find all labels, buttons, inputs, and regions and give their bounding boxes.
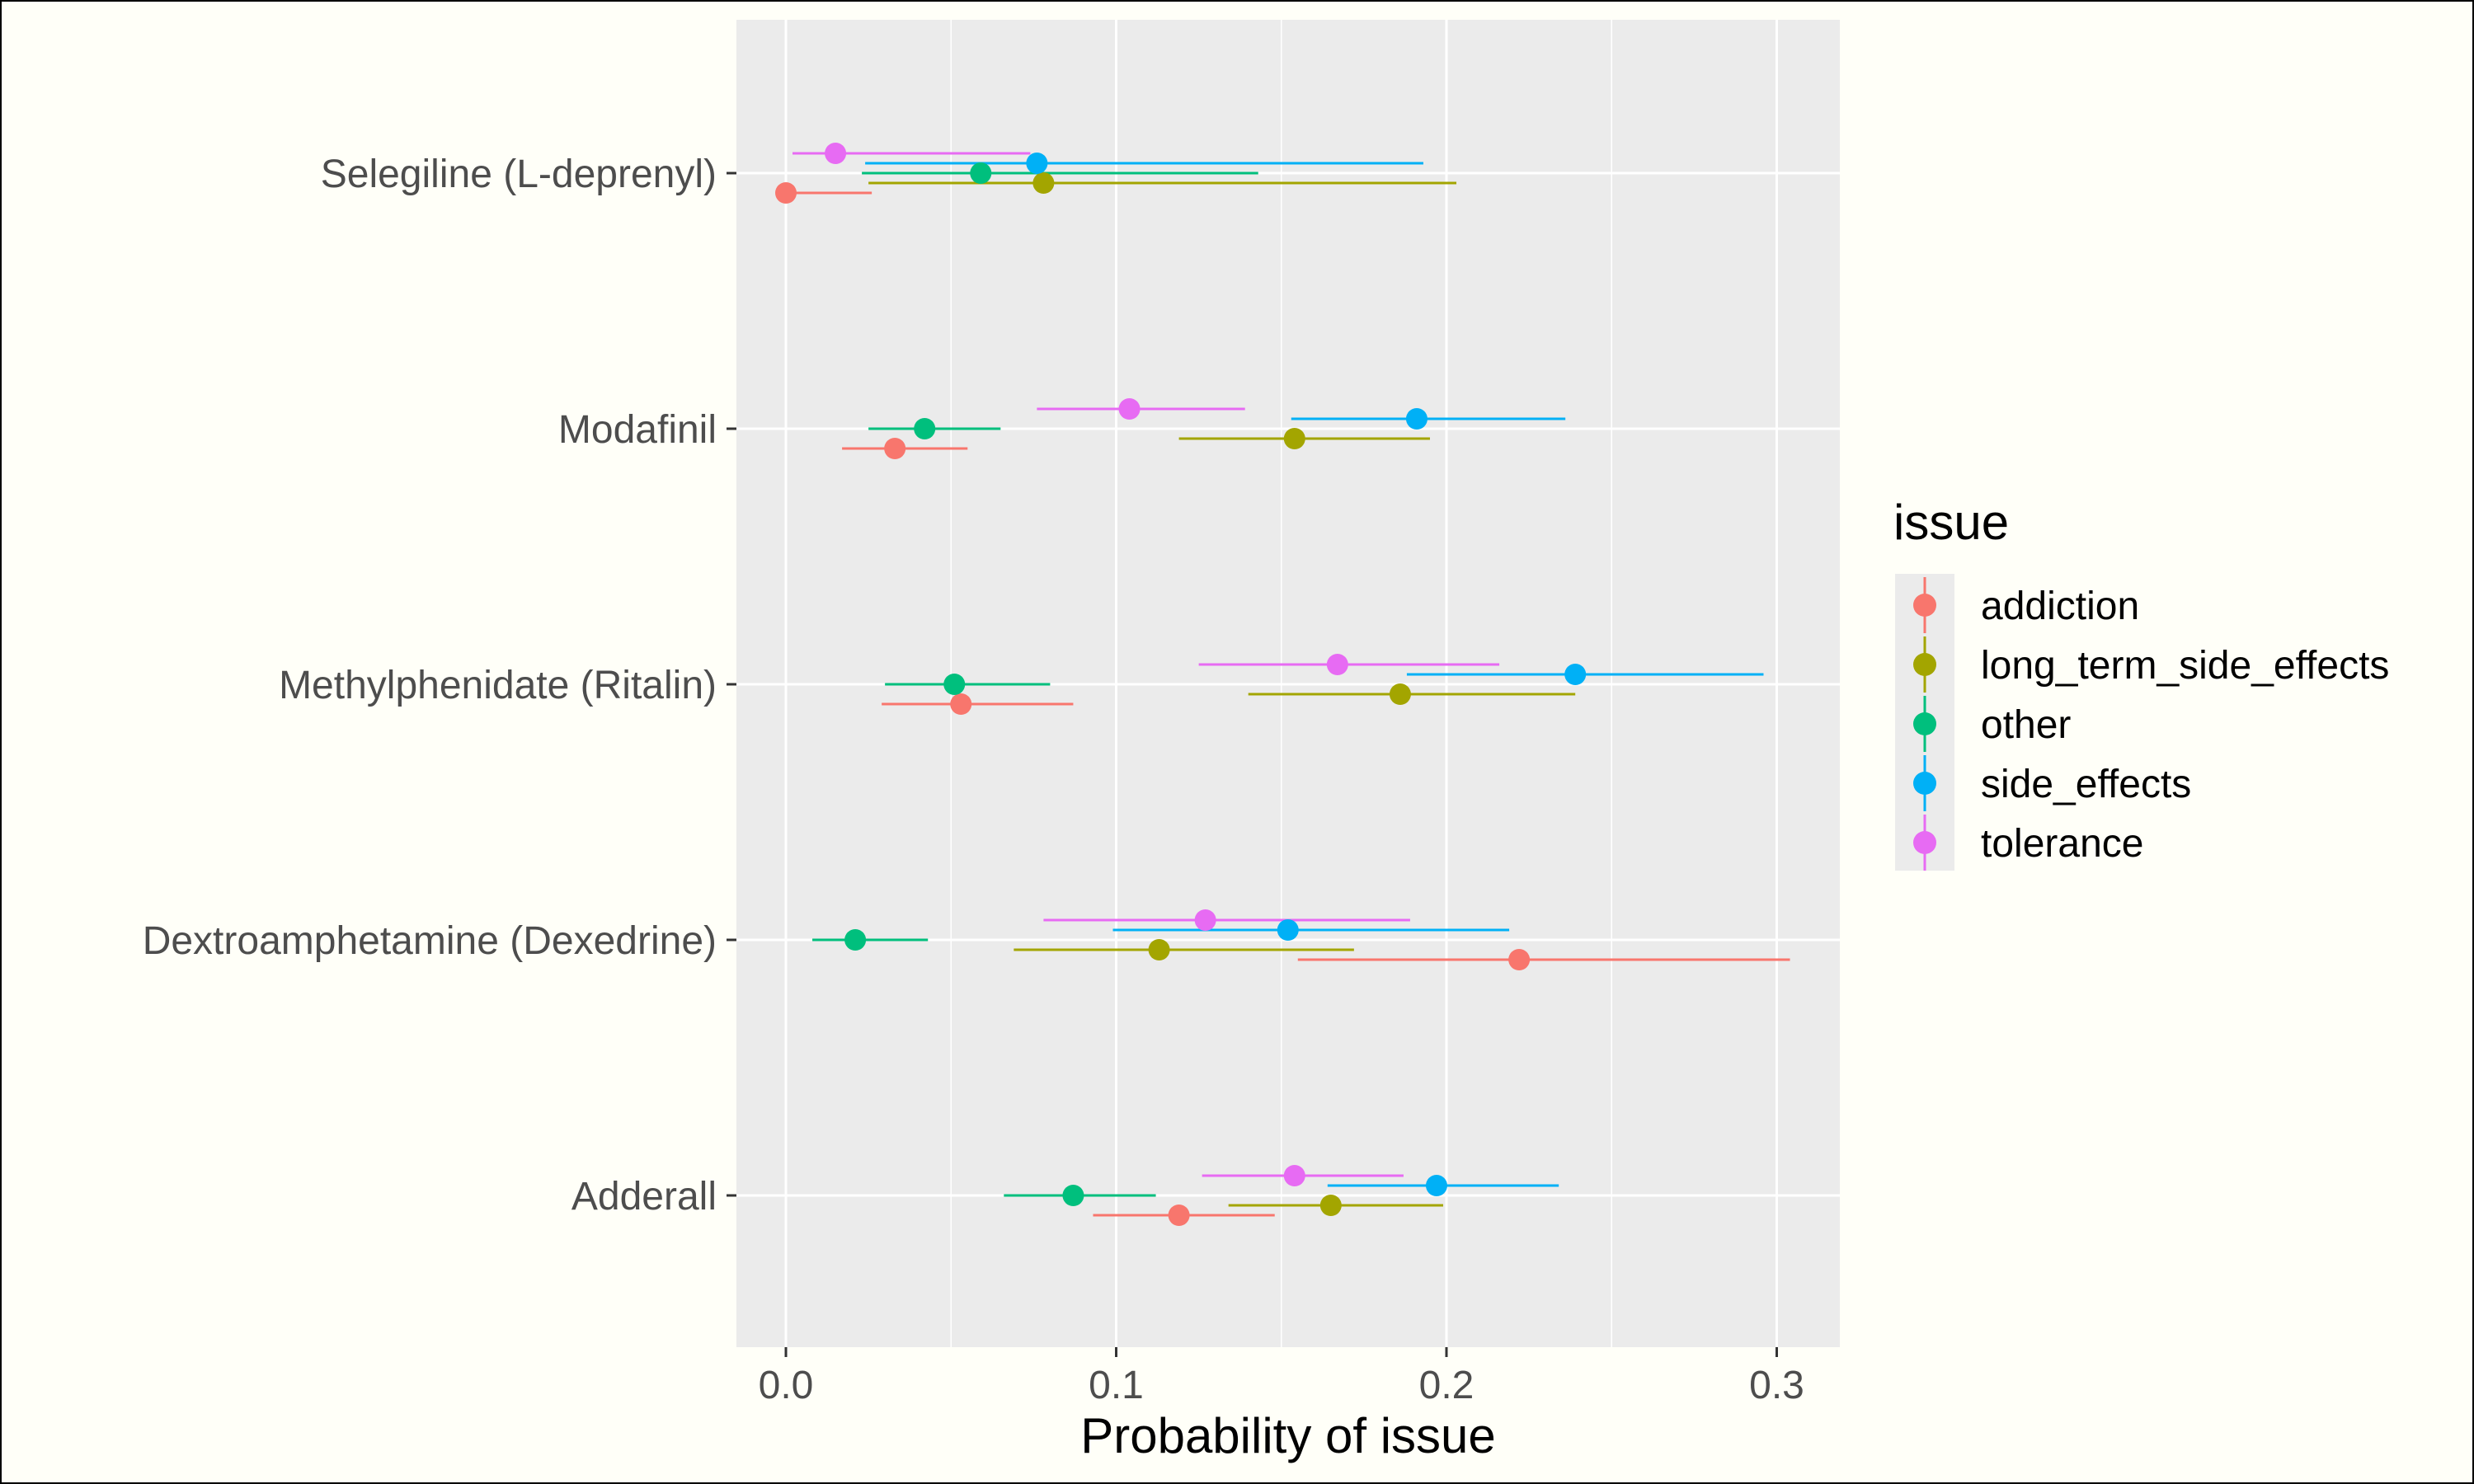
point-side_effects (1405, 408, 1427, 430)
x-tick-label: 0.2 (1419, 1364, 1475, 1407)
legend-label: long_term_side_effects (1981, 644, 2389, 688)
point-long_term_side_effects (1032, 172, 1055, 194)
legend-key-dot (1913, 712, 1936, 735)
legend-label: addiction (1981, 585, 2139, 628)
point-addiction (884, 438, 906, 459)
point-side_effects (1277, 919, 1299, 941)
point-long_term_side_effects (1283, 428, 1305, 449)
x-tick-label: 0.1 (1089, 1364, 1144, 1407)
y-tick-label: Adderall (571, 1175, 717, 1219)
y-axis: Selegiline (L-deprenyl) Modafinil Methylph… (143, 153, 736, 1219)
point-other (970, 162, 992, 184)
y-tick-label: Modafinil (558, 408, 717, 452)
point-other (943, 674, 966, 695)
legend-label: tolerance (1981, 822, 2143, 866)
point-tolerance (825, 143, 847, 164)
y-tick-label: Methylphenidate (Ritalin) (279, 664, 717, 707)
legend-item-addiction: addiction (1913, 577, 2139, 633)
point-long_term_side_effects (1389, 683, 1411, 705)
point-tolerance (1118, 398, 1141, 420)
point-side_effects (1564, 664, 1587, 685)
legend-item-other: other (1913, 696, 2071, 752)
legend-label: side_effects (1981, 763, 2191, 806)
point-side_effects (1425, 1175, 1447, 1196)
legend: issue addiction long_term_side_effectsoth… (1893, 495, 2389, 871)
legend-item-tolerance: tolerance (1913, 815, 2143, 871)
point-other (844, 929, 867, 951)
point-addiction (775, 182, 797, 204)
legend-item-side_effects: side_effects (1913, 755, 2191, 811)
point-addiction (1168, 1205, 1190, 1226)
legend-key-dot (1913, 594, 1936, 617)
point-side_effects (1026, 153, 1048, 174)
legend-title: issue (1893, 495, 2009, 550)
point-addiction (950, 693, 972, 715)
point-other (1062, 1185, 1084, 1206)
y-tick-label: Selegiline (L-deprenyl) (321, 153, 717, 196)
x-axis: 0.0 0.1 0.2 0.3 (759, 1347, 1804, 1407)
point-tolerance (1283, 1165, 1305, 1186)
point-long_term_side_effects (1319, 1195, 1342, 1216)
legend-key-dot (1913, 653, 1936, 676)
y-tick-label: Dextroamphetamine (Dexedrine) (143, 919, 717, 963)
legend-key-dot (1913, 831, 1936, 854)
point-tolerance (1194, 909, 1216, 931)
legend-item-long_term_side_effects: long_term_side_effects (1913, 636, 2389, 693)
x-tick-label: 0.3 (1749, 1364, 1804, 1407)
point-long_term_side_effects (1148, 939, 1170, 960)
legend-label: other (1981, 703, 2071, 747)
data-marks (775, 143, 1790, 1226)
x-axis-title: Probability of issue (1080, 1408, 1496, 1463)
x-tick-label: 0.0 (759, 1364, 814, 1407)
point-addiction (1508, 949, 1531, 970)
legend-key-dot (1913, 772, 1936, 795)
point-tolerance (1326, 654, 1348, 675)
point-other (914, 418, 936, 439)
